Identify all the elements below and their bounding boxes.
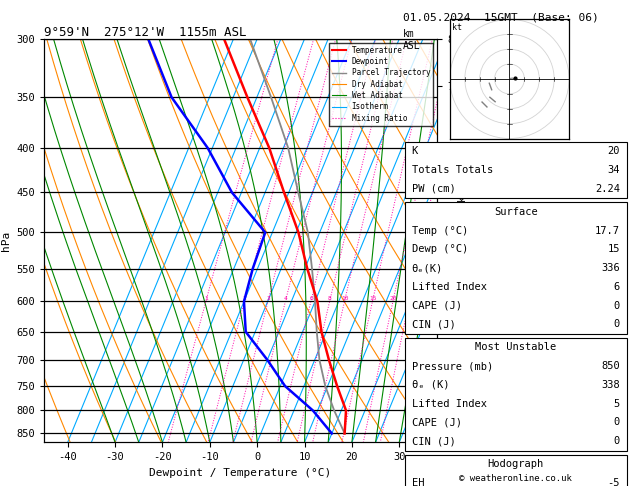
Text: Lifted Index: Lifted Index xyxy=(411,399,487,409)
Text: Most Unstable: Most Unstable xyxy=(475,342,557,352)
Y-axis label: Mixing Ratio (g/kg): Mixing Ratio (g/kg) xyxy=(459,185,469,296)
Text: 1: 1 xyxy=(204,296,208,301)
Text: 8: 8 xyxy=(328,296,331,301)
FancyBboxPatch shape xyxy=(405,142,626,198)
FancyBboxPatch shape xyxy=(405,455,626,486)
Text: 34: 34 xyxy=(608,165,620,175)
Text: Hodograph: Hodograph xyxy=(487,459,544,469)
Text: Surface: Surface xyxy=(494,207,538,217)
Text: Pressure (mb): Pressure (mb) xyxy=(411,361,493,371)
Text: 5: 5 xyxy=(614,399,620,409)
Text: -5: -5 xyxy=(608,478,620,486)
Text: Dewp (°C): Dewp (°C) xyxy=(411,244,468,254)
Text: CAPE (J): CAPE (J) xyxy=(411,301,462,311)
Text: 336: 336 xyxy=(601,263,620,273)
Text: 2: 2 xyxy=(243,296,247,301)
Text: CIN (J): CIN (J) xyxy=(411,319,455,330)
Text: θₑ(K): θₑ(K) xyxy=(411,263,443,273)
Text: 6: 6 xyxy=(614,282,620,292)
Text: 0: 0 xyxy=(614,319,620,330)
FancyBboxPatch shape xyxy=(405,338,626,451)
Text: 17.7: 17.7 xyxy=(595,226,620,236)
Text: Totals Totals: Totals Totals xyxy=(411,165,493,175)
Text: Lifted Index: Lifted Index xyxy=(411,282,487,292)
Text: 10: 10 xyxy=(341,296,348,301)
Text: 01.05.2024  15GMT  (Base: 06): 01.05.2024 15GMT (Base: 06) xyxy=(403,12,598,22)
Text: CIN (J): CIN (J) xyxy=(411,436,455,446)
Text: 15: 15 xyxy=(369,296,376,301)
Text: 25: 25 xyxy=(406,296,413,301)
Text: 9°59'N  275°12'W  1155m ASL: 9°59'N 275°12'W 1155m ASL xyxy=(44,26,247,39)
Text: θₑ (K): θₑ (K) xyxy=(411,380,449,390)
Legend: Temperature, Dewpoint, Parcel Trajectory, Dry Adiabat, Wet Adiabat, Isotherm, Mi: Temperature, Dewpoint, Parcel Trajectory… xyxy=(329,43,433,125)
Text: 850: 850 xyxy=(601,361,620,371)
Text: PW (cm): PW (cm) xyxy=(411,184,455,194)
Text: K: K xyxy=(411,146,418,156)
Text: 3: 3 xyxy=(266,296,270,301)
Text: 338: 338 xyxy=(601,380,620,390)
Text: km
ASL: km ASL xyxy=(403,29,420,51)
Text: 0: 0 xyxy=(614,417,620,427)
Text: Temp (°C): Temp (°C) xyxy=(411,226,468,236)
Text: 2.24: 2.24 xyxy=(595,184,620,194)
Y-axis label: hPa: hPa xyxy=(1,230,11,251)
Text: kt: kt xyxy=(452,23,462,32)
Text: 0: 0 xyxy=(614,436,620,446)
Text: © weatheronline.co.uk: © weatheronline.co.uk xyxy=(459,473,572,483)
X-axis label: Dewpoint / Temperature (°C): Dewpoint / Temperature (°C) xyxy=(150,468,331,478)
Text: CAPE (J): CAPE (J) xyxy=(411,417,462,427)
FancyBboxPatch shape xyxy=(405,203,626,334)
Text: 20: 20 xyxy=(608,146,620,156)
Text: 20: 20 xyxy=(389,296,397,301)
Text: EH: EH xyxy=(411,478,424,486)
Text: 15: 15 xyxy=(608,244,620,254)
Text: 4: 4 xyxy=(284,296,287,301)
Text: 6: 6 xyxy=(309,296,313,301)
Text: 0: 0 xyxy=(614,301,620,311)
Text: LCL: LCL xyxy=(443,429,460,439)
